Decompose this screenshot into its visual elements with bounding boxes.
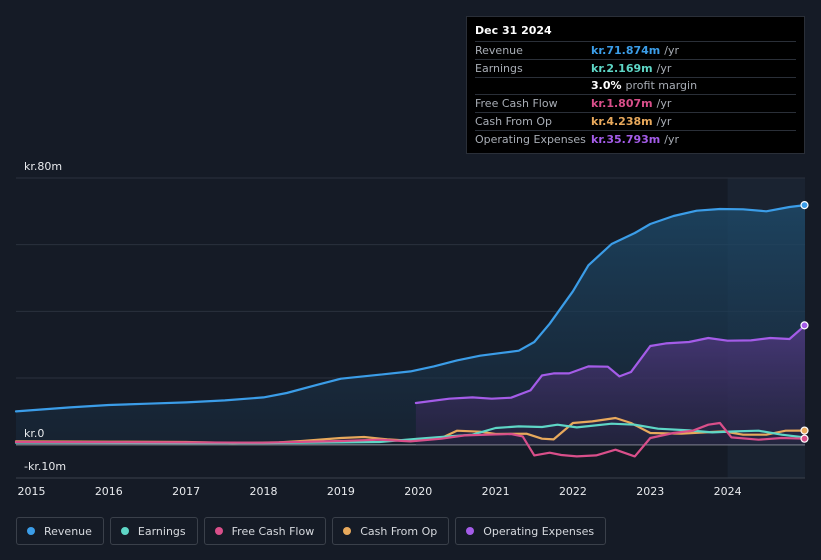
tooltip-date: Dec 31 2024 [475, 24, 552, 37]
tooltip-row-value: kr.4.238m [591, 115, 653, 129]
legend-label: Cash From Op [360, 524, 438, 538]
operating-expenses-end-marker[interactable] [800, 321, 809, 330]
tooltip-row-unit: /yr [664, 43, 680, 57]
free-cash-flow-end-marker[interactable] [800, 434, 809, 443]
x-tick-label: 2020 [404, 485, 432, 498]
tooltip-row-value: kr.71.874m [591, 43, 661, 57]
tooltip-row-unit: /yr [664, 132, 680, 146]
tooltip-row-label: Operating Expenses [475, 132, 586, 146]
revenue-line [14, 204, 807, 413]
tooltip-row-label: Earnings [475, 61, 523, 75]
tooltip-panel: Dec 31 2024 Revenue kr.71.874m/yr Earnings… [466, 16, 805, 154]
y-tick-label: kr.0 [24, 427, 44, 440]
tooltip-row: Operating Expenses kr.35.793m/yr [475, 129, 796, 148]
chart-area: kr.80m kr.0 -kr.10m 2015 2016 2017 2018 2019 202… [14, 160, 809, 498]
y-tick-label: kr.80m [24, 160, 62, 173]
revenue-end-marker[interactable] [800, 200, 809, 210]
axis-layer: kr.80m kr.0 -kr.10m 2015 2016 2017 2018 2019 202… [17, 160, 741, 498]
tooltip-row-unit: /yr [656, 115, 672, 129]
tooltip-row: Revenue kr.71.874m/yr [475, 41, 796, 59]
legend-label: Free Cash Flow [231, 524, 315, 538]
legend-item-revenue[interactable]: Revenue [16, 517, 104, 545]
series-layer [14, 200, 809, 458]
tooltip-row: Cash From Op kr.4.238m/yr [475, 112, 796, 130]
legend-dot-icon [343, 527, 352, 535]
legend-label: Earnings [137, 524, 186, 538]
tooltip-row-value: kr.1.807m [591, 97, 653, 111]
cash-from-op-end-marker[interactable] [800, 426, 809, 435]
tooltip-row: Free Cash Flow kr.1.807m/yr [475, 94, 796, 112]
legend-item-cash-from-op[interactable]: Cash From Op [332, 517, 450, 545]
x-tick-label: 2016 [95, 485, 123, 498]
legend-item-earnings[interactable]: Earnings [109, 517, 198, 545]
tooltip-row-unit: /yr [656, 97, 672, 111]
x-tick-label: 2023 [636, 485, 664, 498]
tooltip-row-value: kr.2.169m [591, 61, 653, 75]
operating-expenses-line [414, 324, 807, 405]
legend-dot-icon [120, 527, 129, 535]
legend-label: Revenue [44, 524, 92, 538]
x-tick-label: 2024 [714, 485, 742, 498]
tooltip-row-value: 3.0% [591, 79, 622, 93]
x-tick-label: 2018 [250, 485, 278, 498]
operating-expenses-area [415, 325, 805, 445]
legend-item-operating-expenses[interactable]: Operating Expenses [455, 517, 607, 545]
x-tick-label: 2022 [559, 485, 587, 498]
x-tick-label: 2015 [17, 485, 45, 498]
x-tick-label: 2019 [327, 485, 355, 498]
legend-label: Operating Expenses [483, 524, 595, 538]
legend-dot-icon [214, 527, 223, 535]
free-cash-flow-line [14, 421, 807, 458]
x-tick-label: 2021 [482, 485, 510, 498]
tooltip-row-label: Free Cash Flow [475, 97, 558, 111]
legend-item-free-cash-flow[interactable]: Free Cash Flow [203, 517, 327, 545]
tooltip-row-value: kr.35.793m [591, 132, 661, 146]
x-tick-label: 2017 [172, 485, 200, 498]
tooltip-row-unit: profit margin [625, 79, 698, 93]
y-tick-label: -kr.10m [24, 460, 66, 473]
legend-dot-icon [27, 527, 35, 535]
tooltip-row: 3.0% profit margin [475, 76, 796, 95]
earnings-line [14, 422, 807, 445]
legend: Revenue Earnings Free Cash Flow Cash From O… [16, 517, 607, 545]
tooltip-rows: Revenue kr.71.874m/yr Earnings kr.2.169m/yr… [475, 41, 796, 148]
tooltip-row-label: Revenue [475, 43, 523, 57]
tooltip-row: Earnings kr.2.169m/yr [475, 58, 796, 77]
tooltip-row-label: Cash From Op [475, 115, 553, 129]
tooltip-row-unit: /yr [656, 61, 672, 75]
legend-dot-icon [466, 527, 475, 535]
